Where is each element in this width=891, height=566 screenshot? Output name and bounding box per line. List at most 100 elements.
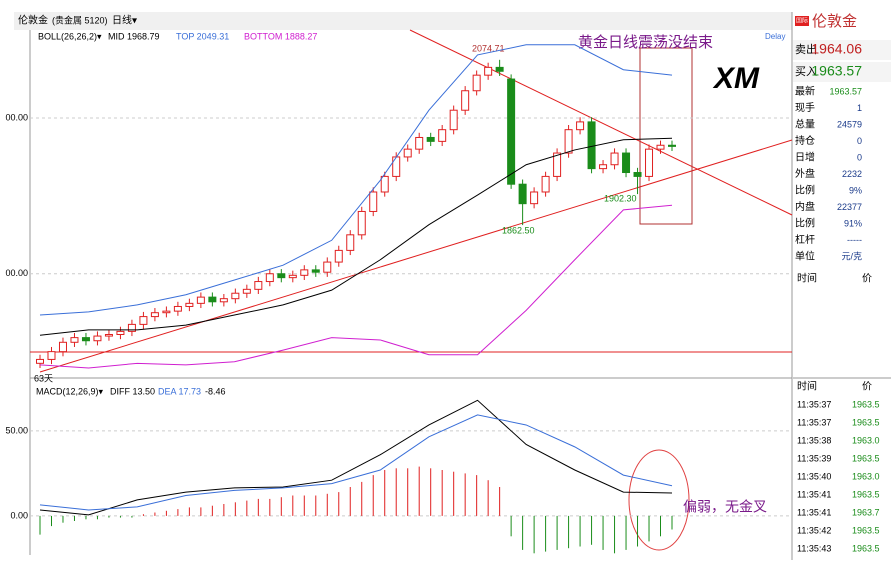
period[interactable]: 日线▾ bbox=[112, 14, 137, 27]
tick-price: 1963.0 bbox=[852, 435, 880, 445]
badge-text: 国际 bbox=[796, 17, 808, 25]
quote-value: 元/克 bbox=[841, 251, 862, 261]
quote-value: 1963.57 bbox=[811, 63, 862, 79]
tick-time: 11:35:43 bbox=[797, 543, 831, 553]
candle-body bbox=[277, 273, 286, 279]
quote-value: ----- bbox=[847, 235, 862, 245]
toolbar bbox=[14, 12, 792, 30]
column-head: 价 bbox=[862, 273, 872, 285]
quote-label: 现手 bbox=[795, 101, 815, 114]
y-tick-label: 50.00 bbox=[5, 425, 28, 435]
y-tick-label: 0.00 bbox=[10, 510, 28, 520]
quote-title: 伦敦金 bbox=[812, 13, 857, 30]
candle-body bbox=[36, 358, 44, 364]
candle-body bbox=[346, 234, 355, 251]
quote-row-bg bbox=[793, 40, 891, 60]
boll-name[interactable]: BOLL(26,26,2)▾ bbox=[38, 31, 102, 41]
candle-body bbox=[196, 296, 205, 304]
quote-label: 内盘 bbox=[795, 200, 815, 213]
indicator-line bbox=[39, 399, 673, 516]
candle-body bbox=[288, 274, 297, 279]
indicator-line bbox=[39, 137, 673, 336]
candle-body bbox=[438, 129, 447, 142]
quote-label: 买入 bbox=[795, 65, 817, 78]
quote-panel bbox=[793, 12, 891, 560]
candle-body bbox=[461, 90, 470, 111]
candle-body bbox=[300, 269, 309, 276]
highlight-box bbox=[639, 47, 693, 225]
high-label: 2074.71 bbox=[472, 43, 505, 53]
candle-body bbox=[380, 175, 389, 193]
candle-body bbox=[564, 129, 573, 154]
boll-mid: MID 1968.79 bbox=[108, 31, 160, 41]
logo: XM bbox=[712, 62, 760, 95]
candle-body bbox=[610, 152, 619, 166]
tick-time: 11:35:41 bbox=[797, 489, 831, 499]
quote-value: 0 bbox=[857, 136, 862, 146]
days-label: 63天 bbox=[34, 373, 53, 383]
quote-label: 单位 bbox=[795, 250, 815, 263]
quote-value: 1964.06 bbox=[811, 41, 862, 57]
candle-body bbox=[357, 210, 366, 236]
indicator-line bbox=[39, 44, 673, 316]
candle-body bbox=[587, 121, 596, 170]
low-label: 1862.50 bbox=[502, 225, 535, 235]
tick-time: 11:35:42 bbox=[797, 525, 831, 535]
candle-body bbox=[208, 296, 217, 303]
column-head: 时间 bbox=[797, 380, 817, 393]
tick-time: 11:35:37 bbox=[797, 417, 831, 427]
quote-value: 2232 bbox=[842, 169, 862, 179]
candle-body bbox=[530, 191, 539, 205]
candle-body bbox=[93, 335, 102, 342]
candle-body bbox=[622, 152, 631, 174]
market: (贵金属 5120) bbox=[52, 14, 108, 25]
tick-time: 11:35:40 bbox=[797, 471, 831, 481]
candle-body bbox=[668, 144, 676, 147]
macd-dea: DEA 17.73 bbox=[158, 386, 201, 396]
candle-body bbox=[104, 334, 113, 337]
candle-body bbox=[392, 156, 401, 177]
tick-price: 1963.7 bbox=[852, 507, 880, 517]
tick-time: 11:35:38 bbox=[797, 435, 831, 445]
candle-body bbox=[645, 148, 654, 177]
candle-body bbox=[599, 164, 608, 170]
tick-price: 1963.5 bbox=[852, 399, 880, 409]
quote-value: 1 bbox=[857, 103, 862, 113]
candle-body bbox=[541, 175, 550, 193]
y-tick-label: 00.00 bbox=[5, 268, 28, 278]
candle-body bbox=[162, 310, 171, 314]
candle-body bbox=[47, 351, 56, 360]
low-label: 1902.30 bbox=[604, 193, 637, 203]
badge bbox=[795, 16, 809, 26]
quote-label: 卖出 bbox=[795, 42, 817, 56]
candle-body bbox=[507, 78, 516, 185]
trend-line bbox=[409, 29, 793, 216]
column-head: 价 bbox=[862, 381, 872, 393]
candle-body bbox=[58, 341, 67, 353]
macd-diff: DIFF 13.50 bbox=[110, 386, 155, 396]
candle-body bbox=[553, 152, 562, 177]
indicator-line bbox=[39, 204, 673, 369]
candle-body bbox=[185, 302, 194, 307]
quote-label: 总量 bbox=[795, 118, 815, 131]
quote-label: 日增 bbox=[795, 151, 815, 164]
quote-label: 比例 bbox=[795, 217, 815, 230]
annotation: 黄金日线震荡没结束 bbox=[578, 34, 713, 51]
candle-body bbox=[484, 66, 493, 76]
macd-name[interactable]: MACD(12,26,9)▾ bbox=[36, 386, 104, 396]
quote-value: 9% bbox=[849, 185, 862, 195]
boll-bottom: BOTTOM 1888.27 bbox=[244, 31, 317, 41]
candle-body bbox=[70, 337, 79, 343]
candle-body bbox=[334, 249, 343, 263]
candle-body bbox=[173, 305, 182, 312]
candle-body bbox=[242, 288, 251, 294]
tick-time: 11:35:41 bbox=[797, 507, 831, 517]
candle-body bbox=[403, 148, 412, 158]
indicator-line bbox=[39, 414, 673, 511]
candle-body bbox=[323, 261, 332, 273]
tick-time: 11:35:37 bbox=[797, 399, 831, 409]
tick-price: 1963.5 bbox=[852, 489, 880, 499]
column-head: 时间 bbox=[797, 272, 817, 285]
delay: Delay bbox=[765, 32, 785, 41]
